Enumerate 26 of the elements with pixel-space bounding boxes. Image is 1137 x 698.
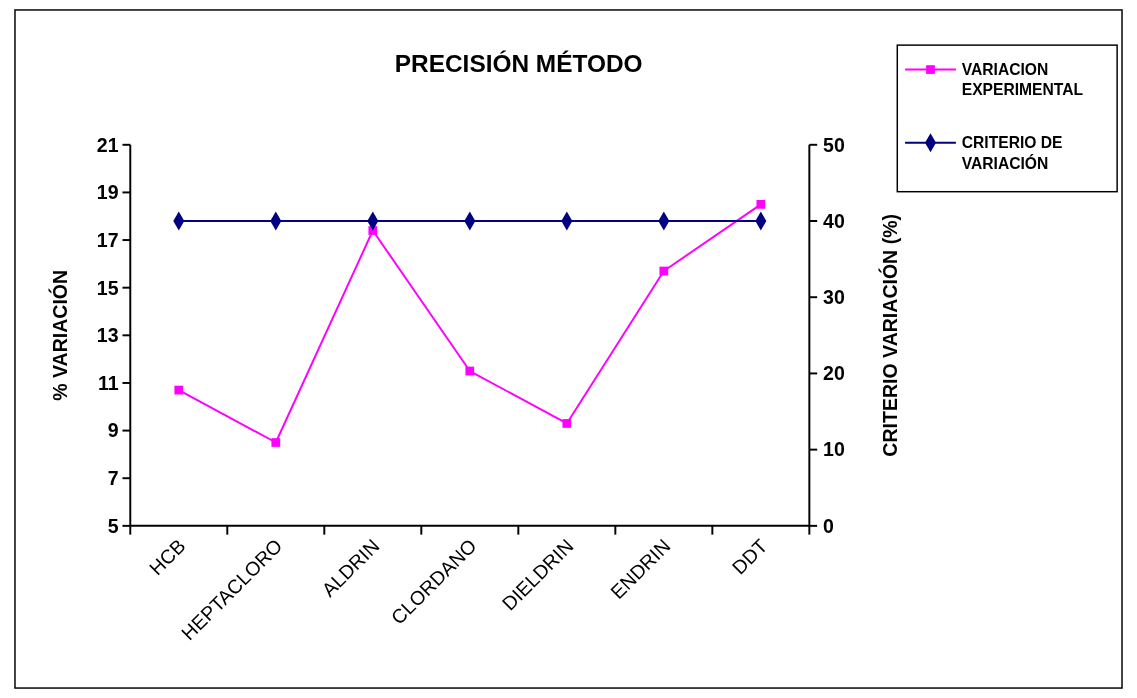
y2-tick-label: 30	[823, 286, 845, 309]
y-tick-label: 5	[107, 514, 119, 537]
y2-tick-label: 50	[823, 133, 845, 156]
y2-tick-label: 20	[823, 362, 845, 385]
y2-tick-label: 10	[823, 438, 845, 461]
y2-axis-title: CRITERIO VARIACIÓN (%)	[878, 213, 902, 457]
y-tick-label: 7	[107, 467, 119, 490]
point	[756, 199, 766, 209]
y-tick-label: 11	[97, 371, 119, 394]
point	[174, 385, 184, 395]
legend-label: CRITERIO DE VARIACIÓN	[961, 134, 1063, 172]
y-axis-title: % VARIACIÓN	[47, 269, 71, 401]
point	[562, 419, 572, 428]
y-tick-label: 17	[96, 228, 119, 251]
y-tick-label: 19	[96, 181, 119, 204]
y-tick-label: 21	[96, 133, 119, 156]
point	[659, 266, 669, 276]
y-tick-label: 13	[96, 324, 119, 347]
y-tick-label: 15	[96, 276, 119, 299]
legend-label: VARIACION EXPERIMENTAL	[961, 61, 1084, 99]
y2-tick-label: 0	[823, 514, 835, 537]
y-tick-label: 9	[107, 419, 119, 442]
point	[271, 438, 281, 447]
chart-title: PRECISIÓN MÉTODO	[394, 49, 643, 77]
point	[465, 366, 475, 376]
y2-tick-label: 40	[823, 209, 845, 232]
